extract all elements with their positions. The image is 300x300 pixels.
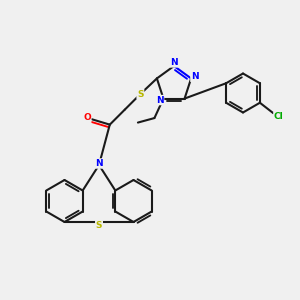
Text: N: N — [156, 96, 164, 105]
Text: Cl: Cl — [274, 112, 284, 121]
Text: N: N — [170, 58, 178, 67]
Text: O: O — [83, 113, 91, 122]
Text: N: N — [191, 72, 199, 81]
Text: N: N — [95, 159, 103, 168]
Text: S: S — [137, 89, 144, 98]
Text: S: S — [96, 221, 102, 230]
